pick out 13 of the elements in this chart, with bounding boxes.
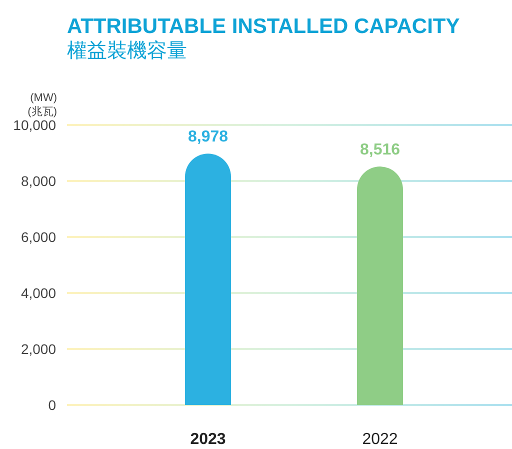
y-tick-label: 10,000	[13, 117, 56, 133]
chart-subtitle: 權益裝機容量	[67, 40, 187, 62]
y-axis-title: (MW) (兆瓦)	[28, 92, 57, 118]
data-label: 8,978	[188, 128, 228, 146]
x-tick-label: 2022	[362, 431, 398, 448]
data-label: 8,516	[360, 142, 400, 159]
y-tick-label: 8,000	[20, 173, 56, 189]
y-tick-label: 0	[48, 397, 56, 413]
x-tick-label: 2023	[190, 431, 226, 448]
chart-title: ATTRIBUTABLE INSTALLED CAPACITY	[67, 15, 460, 38]
y-tick-label: 6,000	[20, 229, 56, 245]
y-tick-label: 2,000	[20, 341, 56, 357]
y-tick-label: 4,000	[20, 285, 56, 301]
